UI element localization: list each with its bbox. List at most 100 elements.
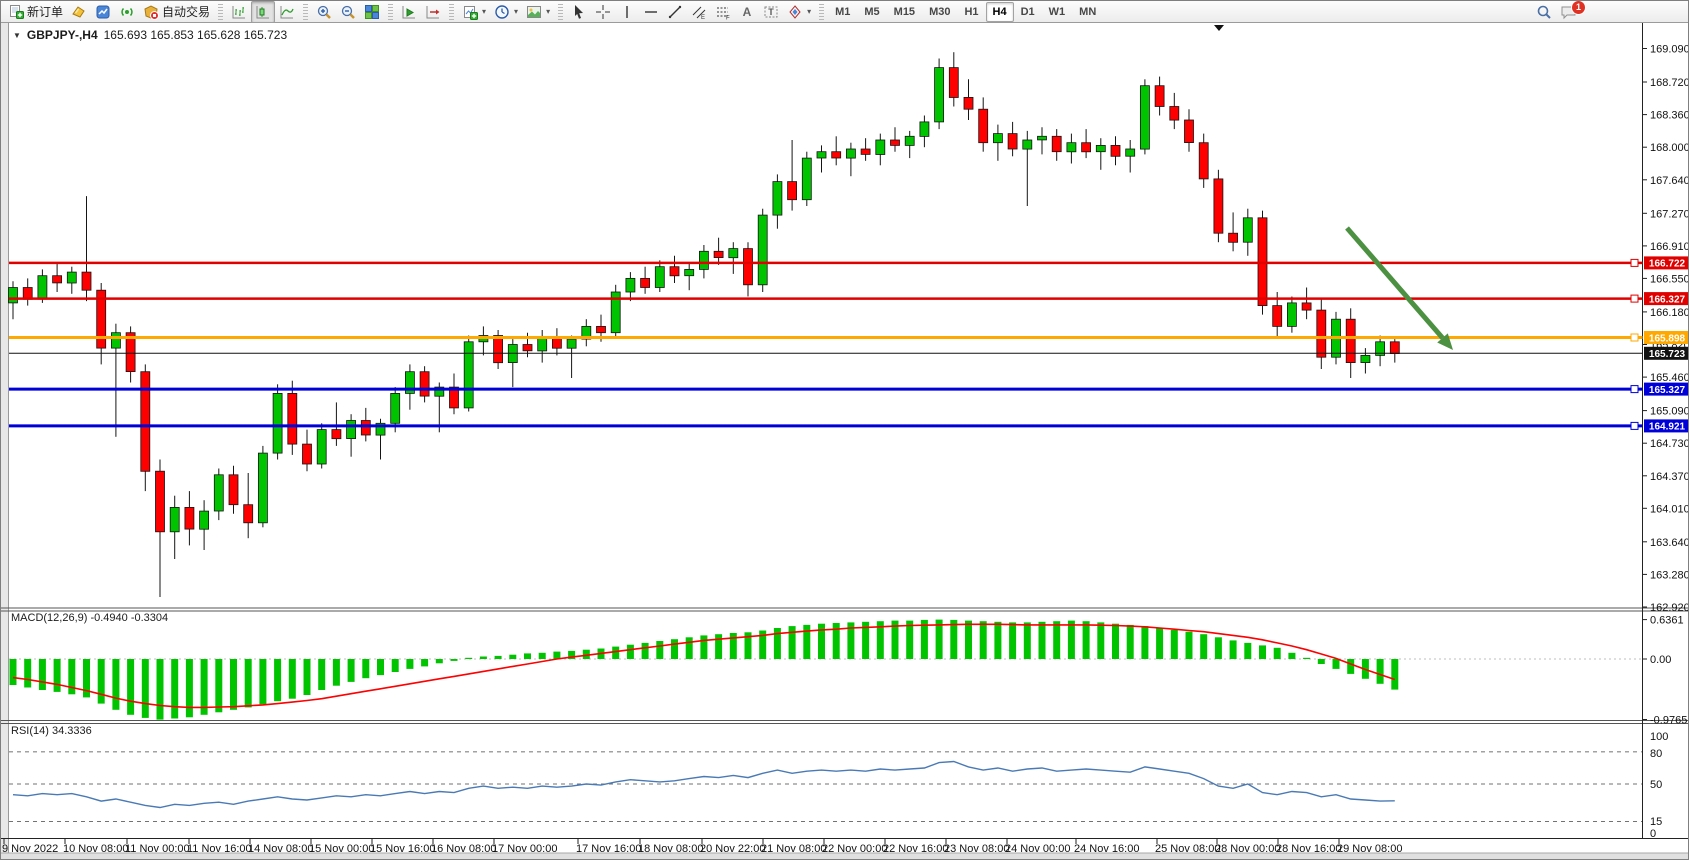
hline-164.921[interactable]: 164.921 — [9, 419, 1689, 433]
svg-text:163.640: 163.640 — [1650, 537, 1689, 549]
candle — [316, 429, 327, 465]
bar-chart-button[interactable] — [227, 1, 251, 23]
autotrading-button[interactable]: 自动交易 — [139, 1, 214, 23]
shapes-dropdown[interactable]: ▾ — [783, 1, 815, 23]
tf-mn[interactable]: MN — [1072, 2, 1103, 22]
crosshair-icon — [595, 4, 611, 20]
tf-m5[interactable]: M5 — [857, 2, 886, 22]
svg-text:164.370: 164.370 — [1650, 471, 1689, 483]
svg-text:18 Nov 08:00: 18 Nov 08:00 — [638, 843, 703, 855]
candle — [596, 325, 606, 334]
candle — [1125, 148, 1136, 157]
hline-166.722[interactable]: 166.722 — [9, 256, 1689, 270]
trendline-icon — [667, 4, 683, 20]
candle — [331, 429, 342, 440]
candle — [1110, 144, 1121, 157]
search-button[interactable] — [1532, 1, 1556, 23]
templates-dropdown[interactable]: ▾ — [522, 1, 554, 23]
trend-arrow[interactable] — [1345, 226, 1453, 350]
svg-text:165.723: 165.723 — [1649, 349, 1686, 360]
tile-windows-button[interactable] — [360, 1, 384, 23]
candle — [654, 266, 665, 288]
channel-button[interactable]: E — [687, 1, 711, 23]
time-marker[interactable] — [1214, 25, 1224, 31]
new-chart-dropdown[interactable]: ▾ — [458, 1, 490, 23]
macd-label: MACD(12,26,9) -0.4940 -0.3304 — [11, 612, 169, 624]
candle — [757, 214, 768, 286]
svg-text:20 Nov 22:00: 20 Nov 22:00 — [700, 843, 765, 855]
candle — [243, 504, 254, 524]
text-button[interactable]: A — [735, 1, 759, 23]
chart-canvas[interactable]: 169.090 168.720 168.360 168.000 167.640 167.2… — [1, 23, 1689, 860]
svg-text:165.090: 165.090 — [1650, 406, 1689, 418]
candle — [934, 67, 944, 123]
svg-text:17 Nov 16:00: 17 Nov 16:00 — [576, 843, 641, 855]
crosshair-button[interactable] — [591, 1, 615, 23]
mobile-app-button[interactable] — [91, 1, 115, 23]
candle — [111, 332, 121, 349]
vertical-line-button[interactable] — [615, 1, 639, 23]
tf-w1[interactable]: W1 — [1042, 2, 1073, 22]
candle — [155, 470, 165, 533]
candle — [743, 248, 753, 286]
svg-text:24 Nov 16:00: 24 Nov 16:00 — [1074, 843, 1139, 855]
candle — [1184, 119, 1194, 144]
tf-m30[interactable]: M30 — [922, 2, 957, 22]
svg-text:24 Nov 00:00: 24 Nov 00:00 — [1005, 843, 1070, 855]
svg-text:E: E — [701, 15, 705, 20]
svg-text:29 Nov 08:00: 29 Nov 08:00 — [1337, 843, 1402, 855]
chat-button[interactable]: 1 — [1556, 1, 1586, 23]
candle — [1140, 85, 1150, 150]
svg-text:0.00: 0.00 — [1650, 654, 1671, 666]
candle — [537, 336, 548, 352]
tf-m15[interactable]: M15 — [887, 2, 922, 22]
svg-text:23 Nov 08:00: 23 Nov 08:00 — [944, 843, 1009, 855]
candle — [846, 148, 856, 159]
candle — [228, 474, 239, 506]
candle — [610, 291, 621, 334]
candle — [684, 268, 695, 277]
periods-dropdown[interactable]: ▾ — [490, 1, 522, 23]
auto-scroll-button[interactable] — [397, 1, 421, 23]
svg-text:50: 50 — [1650, 779, 1662, 791]
hline-165.898[interactable]: 165.898 — [9, 331, 1689, 344]
cursor-button[interactable] — [567, 1, 591, 23]
line-chart-button[interactable] — [275, 1, 299, 23]
fibonacci-button[interactable]: F — [711, 1, 735, 23]
label-button[interactable]: T — [759, 1, 783, 23]
svg-text:15 Nov 16:00: 15 Nov 16:00 — [370, 843, 435, 855]
macd-signal-line — [12, 623, 1396, 709]
svg-text:T: T — [768, 7, 774, 17]
chart-region[interactable]: 169.090 168.720 168.360 168.000 167.640 167.2… — [1, 23, 1688, 859]
candle — [1301, 302, 1312, 311]
zoom-in-button[interactable] — [312, 1, 336, 23]
svg-text:169.090: 169.090 — [1650, 44, 1689, 56]
window-left-edge — [1, 23, 8, 853]
hline-165.327[interactable]: 165.327 — [9, 382, 1689, 396]
signals-button[interactable] — [115, 1, 139, 23]
candle — [640, 277, 650, 288]
candle — [1360, 354, 1371, 363]
new-order-button[interactable]: 新订单 — [4, 1, 67, 23]
candlestick-button[interactable] — [251, 1, 276, 23]
notification-badge: 1 — [1571, 1, 1586, 15]
candle — [1287, 302, 1297, 327]
toolbar-separator — [819, 3, 825, 20]
tf-h1[interactable]: H1 — [957, 2, 985, 22]
toolbar-separator — [388, 3, 394, 20]
chart-shift-button[interactable] — [421, 1, 445, 23]
horizontal-line-button[interactable] — [639, 1, 663, 23]
svg-text:17 Nov 00:00: 17 Nov 00:00 — [492, 843, 557, 855]
hline-166.327[interactable]: 166.327 — [9, 292, 1689, 305]
candle — [1389, 341, 1400, 354]
trendline-button[interactable] — [663, 1, 687, 23]
tf-h4[interactable]: H4 — [985, 1, 1014, 22]
market-button[interactable] — [67, 1, 91, 23]
candle — [816, 151, 827, 159]
tf-d1[interactable]: D1 — [1014, 2, 1042, 22]
candle — [257, 452, 268, 524]
candle — [213, 474, 224, 512]
collapse-icon[interactable]: ▼ — [13, 30, 21, 40]
zoom-out-button[interactable] — [336, 1, 360, 23]
tf-m1[interactable]: M1 — [828, 2, 857, 22]
